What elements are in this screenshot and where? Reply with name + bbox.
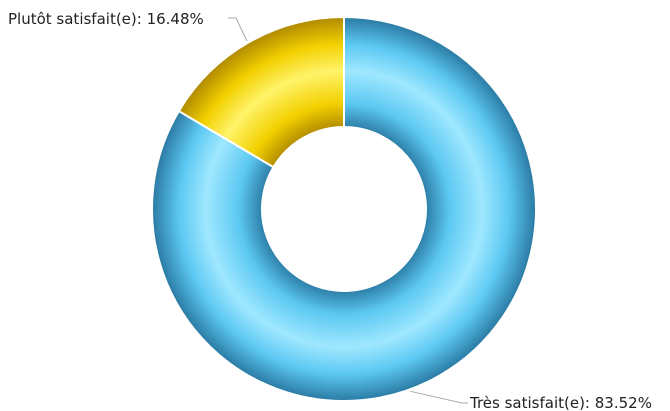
slice-2[interactable] [177,15,345,169]
slice-label-2: Plutôt satisfait(e): 16.48% [8,10,204,28]
leader-line-1 [410,390,468,404]
slice-1[interactable] [150,15,537,402]
slices-layer [150,15,537,402]
slice-label-1: Très satisfait(e): 83.52% [469,394,652,411]
leader-line-2 [228,17,248,42]
slice-labels: Très satisfait(e): 83.52% Plutôt satisfai… [8,10,652,411]
leader-lines [228,17,468,404]
